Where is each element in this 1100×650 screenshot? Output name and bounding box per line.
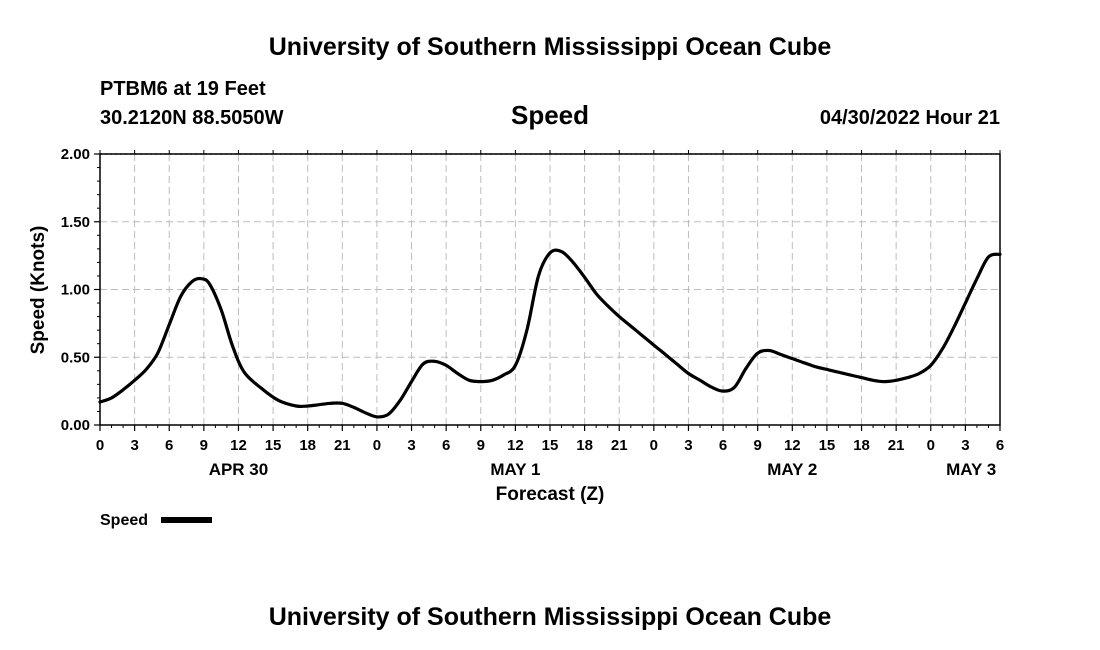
y-tick-label: 1.00 [61,282,90,299]
x-tick-label: 6 [719,437,727,454]
x-tick-label: 21 [334,437,351,454]
x-tick-label: 18 [576,437,593,454]
x-tick-label: 6 [442,437,450,454]
x-tick-label: 15 [542,437,559,454]
x-tick-label: 15 [265,437,282,454]
page-title: University of Southern Mississippi Ocean… [269,33,832,61]
x-tick-label: 9 [754,437,762,454]
y-tick-label: 0.50 [61,349,90,366]
location-label: 30.2120N 88.5050W [100,107,284,129]
x-tick-label: 0 [927,437,935,454]
axes: 0 3 6 9 12 15 18 21 0 3 6 9 12 15 18 21 0 3 6 9 12 15 18 21 0 3 6 0… [61,146,1004,479]
y-tick-label: 0.00 [61,417,90,434]
x-tick-label: 0 [650,437,658,454]
y-axis-title: Speed (Knots) [28,226,49,355]
footer-title: University of Southern Mississippi Ocean… [269,603,832,631]
x-tick-label: 18 [299,437,316,454]
chart-title: Speed [511,100,589,130]
x-tick-label: 6 [165,437,173,454]
x-tick-label: 0 [96,437,104,454]
y-tick-label: 2.00 [61,146,90,163]
x-tick-label: 21 [888,437,905,454]
x-axis-title: Forecast (Z) [496,484,605,505]
x-tick-label: 0 [373,437,381,454]
x-tick-label: 3 [130,437,138,454]
y-tick-label: 1.50 [61,214,90,231]
day-label: MAY 2 [767,460,817,479]
x-tick-label: 12 [784,437,801,454]
x-tick-label: 21 [611,437,628,454]
x-tick-label: 18 [853,437,870,454]
x-tick-label: 3 [961,437,969,454]
legend-label: Speed [100,512,148,529]
speed-series-line [98,248,1002,419]
day-label: APR 30 [209,460,269,479]
x-tick-label: 3 [684,437,692,454]
day-label: MAY 3 [946,460,996,479]
station-label: PTBM6 at 19 Feet [100,78,266,100]
day-label: MAY 1 [490,460,540,479]
x-tick-label: 12 [507,437,524,454]
x-tick-label: 9 [477,437,485,454]
x-tick-label: 6 [996,437,1004,454]
x-tick-label: 12 [230,437,247,454]
legend-swatch [161,517,212,523]
timestamp-label: 04/30/2022 Hour 21 [820,107,1000,129]
x-tick-label: 9 [200,437,208,454]
x-tick-label: 3 [407,437,415,454]
grid-lines [100,154,1000,425]
x-tick-label: 15 [819,437,836,454]
